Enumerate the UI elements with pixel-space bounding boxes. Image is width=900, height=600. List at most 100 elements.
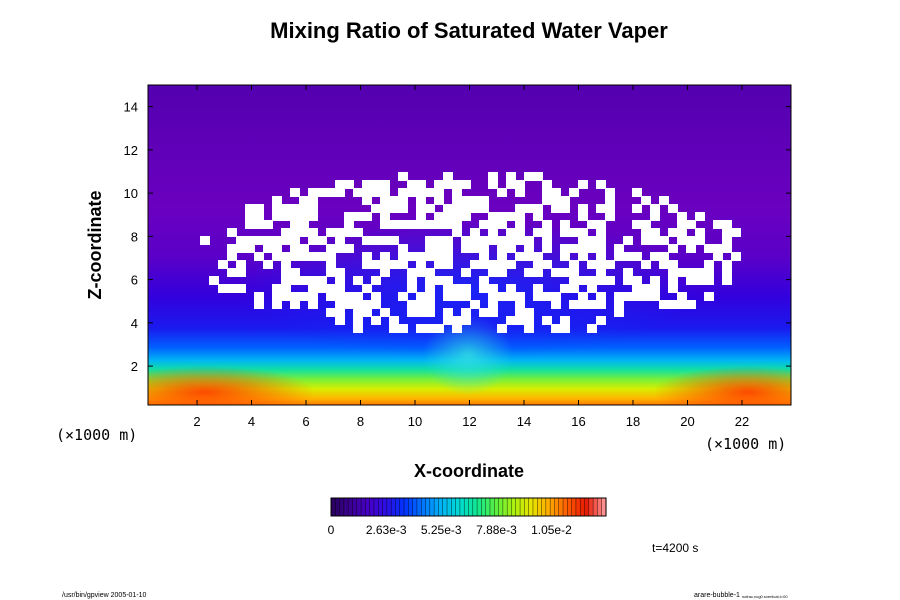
colorbar-cell [588, 498, 594, 516]
undefined-cell [686, 236, 696, 245]
undefined-cell [497, 212, 507, 221]
undefined-cell [713, 220, 723, 229]
undefined-cell [641, 236, 651, 245]
colorbar-cell [356, 498, 362, 516]
undefined-cell [578, 244, 588, 253]
undefined-cell [407, 268, 417, 277]
undefined-cell [659, 260, 669, 269]
undefined-cell [398, 324, 408, 333]
undefined-cell [677, 292, 687, 301]
undefined-cell [362, 180, 372, 189]
undefined-cell [398, 260, 408, 269]
undefined-cell [641, 284, 651, 293]
undefined-cell [497, 292, 507, 301]
undefined-cell [470, 204, 480, 213]
undefined-cell [542, 196, 552, 205]
undefined-cell [443, 252, 453, 261]
undefined-cell [389, 316, 399, 325]
y-tick-label: 6 [131, 273, 138, 288]
undefined-cell [497, 252, 507, 261]
undefined-cell [317, 188, 327, 197]
undefined-cell [218, 260, 228, 269]
undefined-cell [317, 284, 327, 293]
undefined-cell [650, 228, 660, 237]
undefined-cell [245, 204, 255, 213]
undefined-cell [659, 300, 669, 309]
undefined-cell [425, 300, 435, 309]
colorbar-cell [601, 498, 607, 516]
undefined-cell [398, 252, 408, 261]
warm-region-right [653, 366, 791, 405]
undefined-cell [443, 316, 453, 325]
undefined-cell [650, 252, 660, 261]
undefined-cell [605, 212, 615, 221]
colorbar-cell [584, 498, 590, 516]
undefined-cell [326, 268, 336, 277]
undefined-cell [452, 188, 462, 197]
undefined-cell [542, 228, 552, 237]
undefined-cell [524, 252, 534, 261]
colorbar-cell [365, 498, 371, 516]
colorbar-tick-label: 0 [328, 523, 335, 537]
undefined-cell [299, 196, 309, 205]
undefined-cell [416, 220, 426, 229]
undefined-cell [371, 300, 381, 309]
undefined-cell [515, 252, 525, 261]
undefined-cell [272, 236, 282, 245]
colorbar-cell [511, 498, 517, 516]
undefined-cell [686, 276, 696, 285]
undefined-cell [425, 188, 435, 197]
undefined-cell [344, 292, 354, 301]
undefined-cell [434, 188, 444, 197]
undefined-cell [389, 236, 399, 245]
undefined-cell [362, 308, 372, 317]
undefined-cell [677, 268, 687, 277]
undefined-cell [254, 300, 264, 309]
undefined-cell [434, 244, 444, 253]
colorbar-cell [412, 498, 418, 516]
undefined-cell [434, 252, 444, 261]
undefined-cell [722, 276, 732, 285]
undefined-cell [236, 268, 246, 277]
undefined-cell [308, 188, 318, 197]
undefined-cell [443, 212, 453, 221]
undefined-cell [578, 276, 588, 285]
undefined-cell [677, 220, 687, 229]
undefined-cell [461, 180, 471, 189]
undefined-cell [272, 300, 282, 309]
undefined-cell [434, 180, 444, 189]
undefined-cell [704, 292, 714, 301]
undefined-cell [299, 252, 309, 261]
undefined-cell [650, 284, 660, 293]
undefined-cell [299, 244, 309, 253]
undefined-cell [623, 252, 633, 261]
undefined-cell [596, 236, 606, 245]
undefined-cell [461, 204, 471, 213]
colorbar-cell [489, 498, 495, 516]
undefined-cell [452, 196, 462, 205]
undefined-cell [326, 284, 336, 293]
undefined-cell [299, 212, 309, 221]
undefined-cell [515, 300, 525, 309]
colorbar-cell [507, 498, 513, 516]
undefined-cell [470, 236, 480, 245]
undefined-cell [281, 284, 291, 293]
undefined-cell [281, 268, 291, 277]
undefined-cell [281, 260, 291, 269]
colorbar-cell [468, 498, 474, 516]
undefined-cell [209, 276, 219, 285]
undefined-cell [371, 260, 381, 269]
undefined-cell [470, 260, 480, 269]
undefined-cell [533, 284, 543, 293]
undefined-cell [416, 260, 426, 269]
undefined-cell [434, 324, 444, 333]
undefined-cell [461, 284, 471, 293]
colorbar-cell [520, 498, 525, 516]
undefined-cell [398, 172, 408, 181]
undefined-cell [308, 204, 318, 213]
colorbar-cell [571, 498, 577, 516]
undefined-cell [443, 172, 453, 181]
undefined-cell [227, 228, 237, 237]
undefined-cell [479, 244, 489, 253]
undefined-cell [290, 228, 300, 237]
